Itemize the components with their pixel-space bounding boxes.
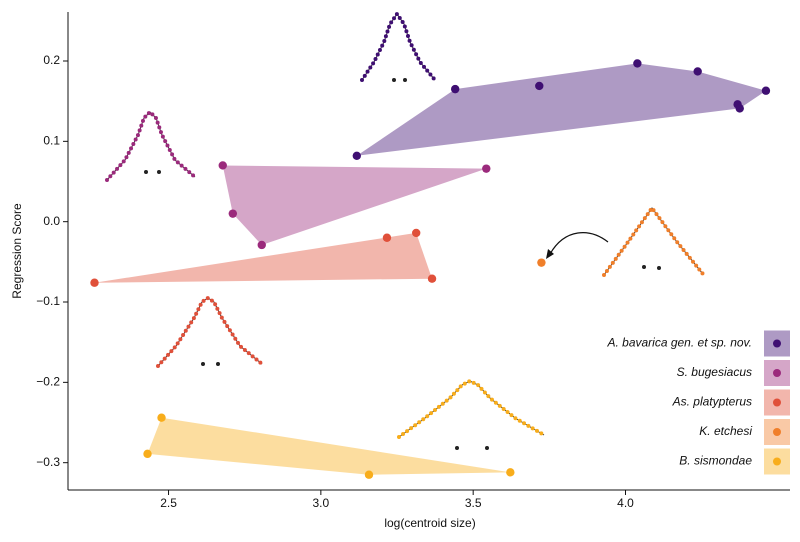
point: [735, 104, 744, 113]
x-tick-label: 3.0: [313, 496, 330, 510]
point: [352, 151, 361, 161]
point: [257, 240, 266, 250]
point: [364, 470, 374, 479]
x-tick-label: 2.5: [160, 496, 177, 510]
point: [506, 468, 515, 477]
x-tick-label: 3.5: [465, 496, 482, 510]
legend-label: S. bugesiacus: [677, 365, 752, 379]
hull: [147, 417, 511, 475]
point: [761, 86, 771, 95]
y-tick-label: 0.2: [43, 53, 60, 67]
y-tick-label: −0.1: [36, 294, 60, 308]
point: [228, 209, 238, 218]
point: [218, 161, 227, 170]
point: [633, 59, 642, 68]
hull: [222, 165, 487, 245]
legend-marker: [773, 398, 781, 407]
y-tick-label: −0.2: [36, 375, 60, 389]
legend-label: K. etchesi: [699, 424, 752, 438]
point: [537, 258, 546, 267]
point: [90, 278, 99, 287]
legend-marker: [773, 457, 781, 466]
hull: [356, 63, 766, 156]
hull: [94, 232, 433, 283]
point: [482, 164, 491, 173]
x-tick-label: 4.0: [617, 496, 634, 510]
point: [157, 413, 166, 422]
point: [382, 233, 392, 242]
legend-marker: [773, 369, 781, 377]
legend-label: A. bavarica gen. et sp. nov.: [606, 336, 752, 350]
y-tick-label: 0.1: [43, 134, 60, 148]
y-tick-label: −0.3: [36, 455, 60, 469]
point: [450, 84, 460, 94]
y-tick-label: 0.0: [43, 214, 60, 228]
legend-label: As. platypterus: [672, 395, 752, 409]
point: [143, 449, 152, 459]
y-axis-label: Regression Score: [10, 203, 24, 299]
point: [693, 67, 702, 76]
point: [412, 228, 421, 238]
x-axis-label: log(centroid size): [384, 516, 475, 530]
legend-marker: [773, 339, 781, 348]
legend-label: B. sismondae: [679, 454, 752, 468]
point: [535, 81, 544, 91]
legend-marker: [773, 428, 781, 436]
point: [427, 274, 437, 283]
legend: A. bavarica gen. et sp. nov. S. bugesiacu…: [606, 330, 790, 475]
silhouettes: [105, 10, 705, 450]
